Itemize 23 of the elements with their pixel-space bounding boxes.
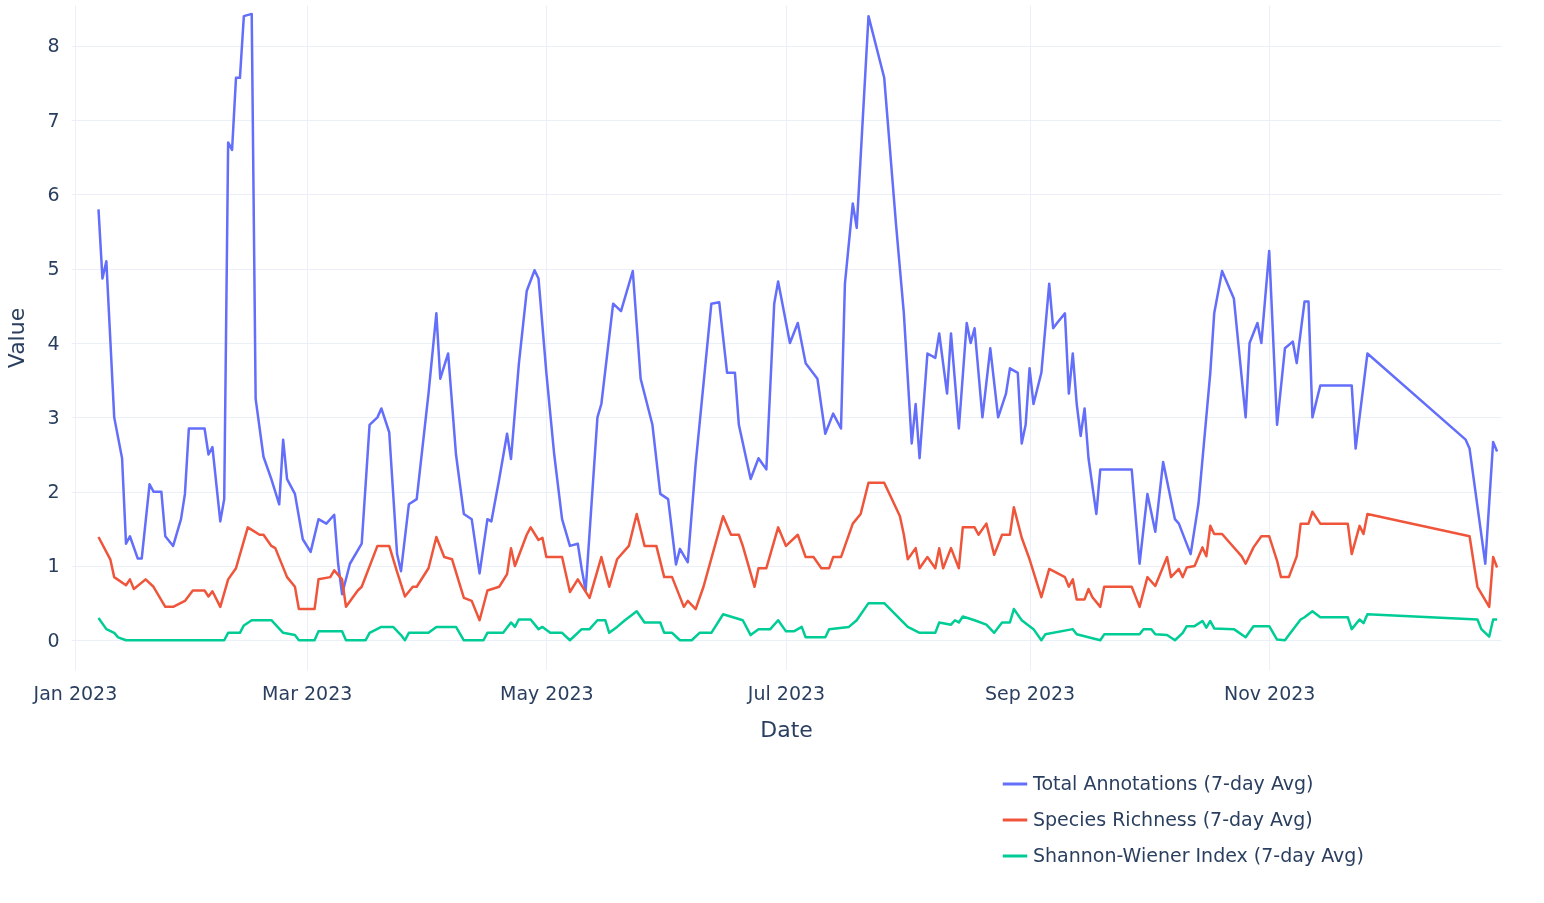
x-tick-label: Sep 2023 (984, 681, 1076, 704)
y-tick-label: 8 (47, 34, 60, 57)
x-tick-label: Mar 2023 (262, 681, 353, 704)
legend-label: Total Annotations (7-day Avg) (1032, 772, 1314, 794)
legend-label: Shannon-Wiener Index (7-day Avg) (1033, 844, 1364, 866)
y-tick-label: 0 (47, 628, 60, 651)
legend-label: Species Richness (7-day Avg) (1033, 808, 1313, 830)
y-tick-label: 1 (47, 554, 60, 577)
y-tick-label: 6 (47, 182, 60, 205)
y-tick-label: 5 (47, 257, 60, 280)
x-tick-label: Nov 2023 (1223, 681, 1316, 704)
line-series (97, 601, 1499, 642)
x-axis-title: Date (760, 716, 813, 742)
x-tick-label: May 2023 (500, 681, 594, 704)
y-tick-label: 7 (47, 108, 60, 131)
x-tick-label: Jul 2023 (746, 681, 826, 704)
line-series (97, 12, 1499, 596)
y-axis-title: Value (4, 307, 30, 369)
y-tick-label: 3 (47, 405, 60, 428)
y-tick-label: 2 (47, 480, 60, 503)
y-tick-label: 4 (47, 331, 60, 354)
line-series (97, 481, 1499, 622)
x-tick-label: Jan 2023 (32, 681, 118, 704)
